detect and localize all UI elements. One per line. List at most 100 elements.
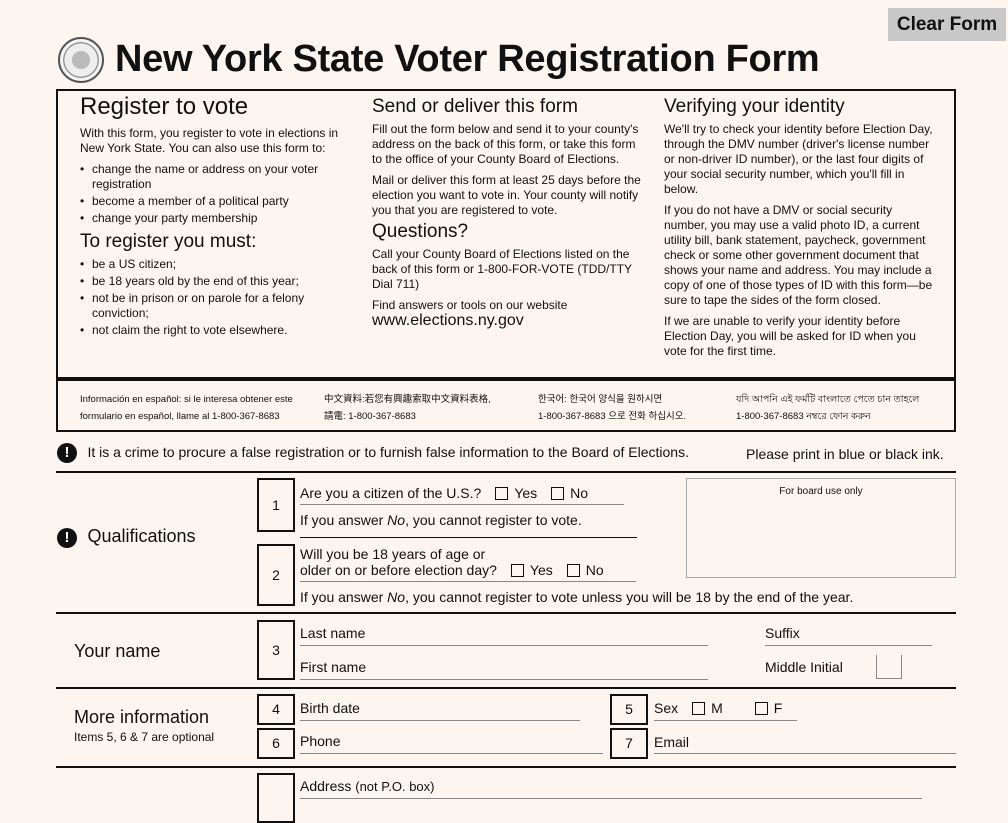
item-number: 5 [610, 694, 648, 725]
text: With this form, you register to vote in … [80, 126, 339, 155]
line [300, 504, 624, 505]
text: We'll try to check your identity before … [664, 122, 933, 196]
option-label: No [585, 562, 604, 578]
option-label: Yes [529, 562, 553, 578]
line [300, 581, 636, 582]
text: 1-800-367-8683 으로 전화 하십시오. [538, 411, 687, 422]
optional-note: Items 5, 6 & 7 are optional [74, 730, 215, 744]
question-text: Will you be 18 years of age or [300, 546, 486, 562]
line [654, 720, 797, 721]
sex-field: Sex M F [654, 700, 782, 716]
option-label: F [773, 700, 783, 716]
email-input[interactable] [654, 753, 956, 754]
citizen-no-checkbox[interactable] [551, 487, 565, 500]
text: If you do not have a DMV or social secur… [664, 203, 933, 307]
verify-column: Verifying your identity We'll try to che… [664, 96, 936, 365]
age-note: If you answer No, you cannot register to… [300, 589, 854, 605]
question-text: Are you a citizen of the U.S.? [300, 485, 482, 501]
send-column: Send or deliver this form Fill out the f… [372, 96, 644, 329]
text: Find answers or tools on our website [372, 298, 568, 312]
option-label: No [570, 485, 589, 501]
list-item: change your party membership [80, 211, 350, 226]
sex-m-checkbox[interactable] [692, 702, 706, 715]
register-column: Register to vote With this form, you reg… [80, 93, 350, 346]
item-number: 6 [257, 728, 295, 759]
text: 1-800-367-8683 নম্বরে ফোন করুন [736, 411, 871, 422]
heading: Verifying your identity [664, 96, 845, 117]
text: If we are unable to verify your identity… [664, 314, 916, 358]
list-item: be a US citizen; [80, 257, 350, 272]
first-name-input[interactable] [300, 679, 708, 680]
item-number [257, 773, 295, 823]
language-notice: Información en español: si le interesa o… [56, 378, 956, 432]
address-label: Address (not P.O. box) [300, 778, 435, 794]
board-label: For board use only [779, 486, 863, 497]
age-question: Will you be 18 years of age or older on o… [300, 546, 604, 578]
list-item: be 18 years old by the end of this year; [80, 274, 350, 289]
list-item: become a member of a political party [80, 194, 350, 209]
email-label: Email [654, 734, 690, 750]
heading: To register you must: [80, 231, 257, 252]
birth-date-input[interactable] [300, 720, 580, 721]
suffix-label: Suffix [765, 625, 800, 641]
divider [56, 471, 956, 473]
item-number: 4 [257, 694, 295, 725]
question-text: older on or before election day? [300, 562, 497, 578]
ink-note: Please print in blue or black ink. [746, 446, 944, 462]
section-label: Your name [74, 641, 161, 661]
age-yes-checkbox[interactable] [510, 564, 524, 577]
divider [56, 766, 956, 768]
list-item: not claim the right to vote elsewhere. [80, 323, 350, 338]
divider [56, 687, 956, 689]
text: 한국어: 한국어 양식을 원하시면 [538, 394, 663, 405]
sex-f-checkbox[interactable] [754, 702, 768, 715]
address-input[interactable] [300, 798, 922, 799]
option-label: M [711, 700, 723, 716]
item-number: 7 [610, 728, 648, 759]
first-name-label: First name [300, 659, 367, 675]
item-number: 2 [257, 544, 295, 606]
phone-label: Phone [300, 733, 341, 749]
warning-text: It is a crime to procure a false registr… [87, 444, 689, 460]
item-number: 1 [257, 478, 295, 532]
page-title: New York State Voter Registration Form [115, 38, 820, 80]
last-name-label: Last name [300, 625, 366, 641]
citizen-yes-checkbox[interactable] [495, 487, 509, 500]
birth-date-label: Birth date [300, 700, 360, 716]
divider [300, 537, 637, 538]
middle-initial-label: Middle Initial [765, 659, 843, 675]
list-item: not be in prison or on parole for a felo… [80, 291, 350, 321]
section-label: More information [74, 707, 210, 727]
ny-state-seal [58, 37, 104, 83]
exclamation-icon: ! [57, 443, 77, 463]
heading: Register to vote [80, 93, 249, 120]
qualifications-label: ! Qualifications [57, 526, 196, 548]
item-number: 3 [257, 620, 295, 680]
text: Mail or deliver this form at least 25 da… [372, 173, 641, 217]
last-name-input[interactable] [300, 645, 708, 646]
list-item: change the name or address on your voter… [80, 162, 350, 192]
clear-form-button[interactable]: Clear Form [888, 8, 1006, 41]
info-panel: Register to vote With this form, you reg… [56, 89, 956, 379]
website-link[interactable]: www.elections.ny.gov [372, 312, 524, 329]
text: 請電: 1-800-367-8683 [324, 411, 416, 422]
option-label: Yes [514, 485, 538, 501]
phone-input[interactable] [300, 753, 603, 754]
suffix-input[interactable] [765, 645, 932, 646]
middle-initial-input[interactable] [876, 655, 902, 679]
citizen-question: Are you a citizen of the U.S.? Yes No [300, 485, 588, 501]
board-use-box: For board use only [686, 478, 956, 578]
age-no-checkbox[interactable] [566, 564, 580, 577]
citizen-note: If you answer No, you cannot register to… [300, 512, 582, 528]
exclamation-icon: ! [57, 528, 77, 548]
text: Call your County Board of Elections list… [372, 247, 632, 291]
section-label: Qualifications [87, 526, 196, 546]
text: যদি আপনি এই ফর্মটি বাংলাতে পেতে চান তাহল… [736, 394, 920, 405]
text: Información en español: si le interesa o… [80, 394, 293, 405]
heading: Questions? [372, 221, 469, 242]
divider [56, 612, 956, 614]
text: formulario en español, llame al 1-800-36… [80, 411, 280, 422]
heading: Send or deliver this form [372, 96, 578, 117]
sex-label: Sex [654, 700, 679, 716]
warning-row: ! It is a crime to procure a false regis… [57, 443, 689, 463]
